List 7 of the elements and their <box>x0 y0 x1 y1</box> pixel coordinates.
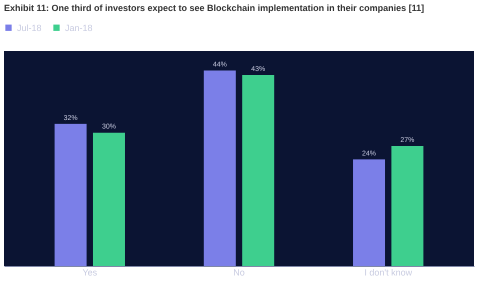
bar <box>391 146 424 266</box>
bar <box>204 70 236 266</box>
bar <box>353 159 386 266</box>
bar <box>92 132 125 266</box>
chart-title: Exhibit 11: One third of investors expect to see Blockchain implementation in their companies [11] <box>4 3 424 13</box>
bar <box>242 74 274 266</box>
bar <box>54 124 87 266</box>
